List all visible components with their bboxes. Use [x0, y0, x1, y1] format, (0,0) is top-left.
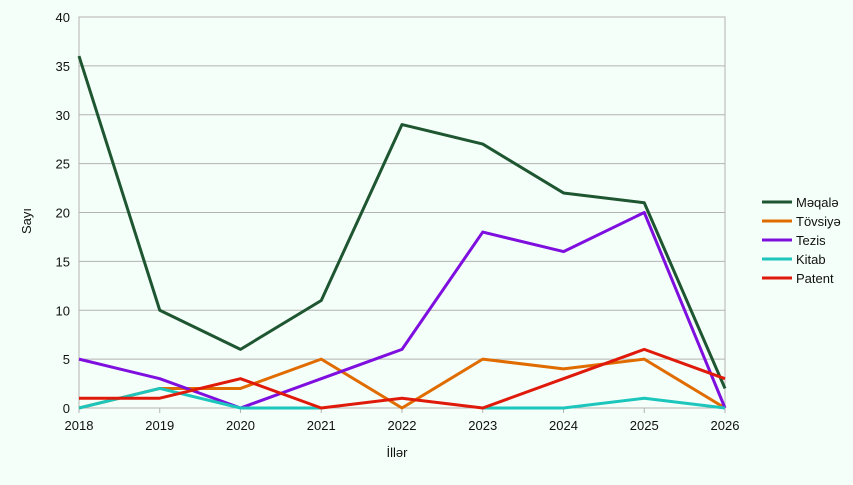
x-tick-label: 2018 — [65, 418, 94, 433]
x-tick-label: 2023 — [468, 418, 497, 433]
series-line-5 — [79, 347, 726, 410]
y-tick-label: 0 — [63, 401, 70, 416]
x-tick-label: 2019 — [145, 418, 174, 433]
series-line-3 — [78, 211, 727, 410]
y-tick-label: 40 — [56, 10, 70, 25]
x-tick-label: 2020 — [226, 418, 255, 433]
y-tick-label: 35 — [56, 59, 70, 74]
y-axis-label: Sayı — [19, 208, 34, 234]
y-tick-label: 30 — [56, 108, 70, 123]
x-axis: 2018 2019 2020 2021 2022 2023 2024 2025 2026 — [65, 408, 740, 433]
y-axis: 0 5 10 15 20 25 30 35 40 — [56, 10, 70, 416]
x-tick-label: 2021 — [307, 418, 336, 433]
x-tick-label: 2026 — [711, 418, 740, 433]
x-axis-label: İllər — [387, 445, 409, 460]
legend-label: Tezis — [796, 233, 826, 248]
y-tick-label: 10 — [56, 303, 70, 318]
legend-label: Məqalə — [796, 195, 839, 210]
legend-label: Tövsiyə — [796, 214, 841, 229]
x-tick-label: 2024 — [549, 418, 578, 433]
y-tick-label: 25 — [56, 157, 70, 172]
legend: Məqalə Tövsiyə Tezis Kitab Patent — [762, 195, 841, 286]
series-line-1 — [77, 55, 727, 390]
y-tick-label: 15 — [56, 254, 70, 269]
legend-label: Patent — [796, 271, 834, 286]
y-tick-label: 5 — [63, 352, 70, 367]
x-tick-label: 2025 — [630, 418, 659, 433]
y-tick-label: 20 — [56, 206, 70, 221]
series-lines — [77, 55, 727, 410]
legend-label: Kitab — [796, 252, 826, 267]
x-tick-label: 2022 — [388, 418, 417, 433]
